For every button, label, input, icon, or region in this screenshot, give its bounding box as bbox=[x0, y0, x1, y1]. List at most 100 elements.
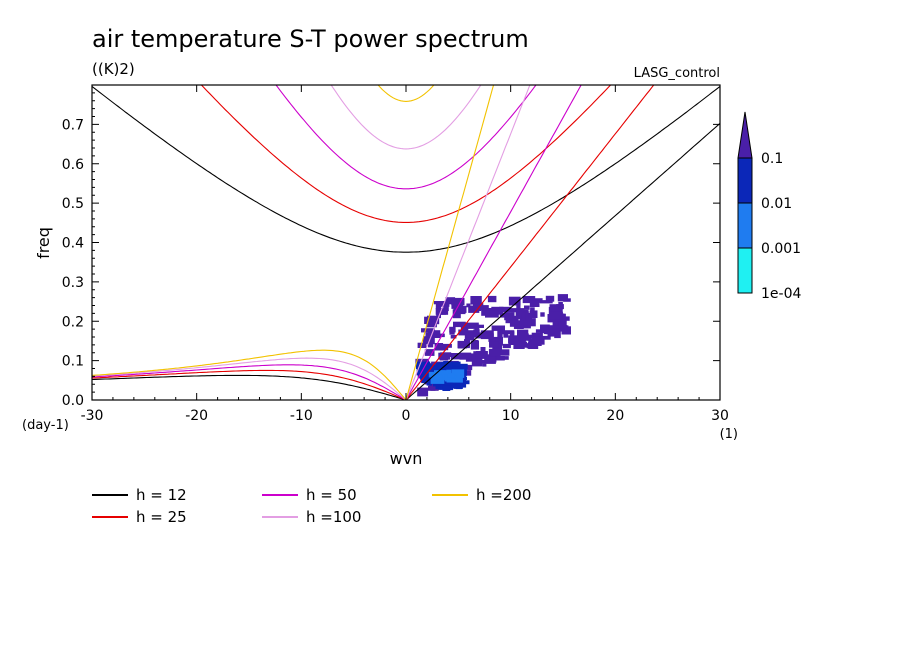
legend: h = 12 h = 25 h = 50 h =100 h =200 bbox=[92, 486, 531, 526]
power-patch-cell bbox=[425, 334, 439, 338]
power-patch-cell bbox=[424, 374, 435, 381]
colorbar-label: 1e-04 bbox=[761, 286, 801, 302]
power-patch-cell bbox=[489, 341, 499, 348]
x-tick-label: 30 bbox=[711, 408, 729, 424]
power-patch-cell bbox=[548, 325, 560, 329]
power-patch-cell bbox=[545, 329, 560, 335]
power-patch-cell bbox=[457, 340, 470, 349]
power-patch-cell bbox=[444, 374, 456, 382]
power-patch-cell bbox=[470, 340, 479, 350]
power-patch-cell bbox=[417, 342, 427, 348]
power-patch-cell bbox=[453, 321, 466, 328]
colorbar-label: 0.1 bbox=[761, 151, 783, 167]
power-patch-cell bbox=[440, 303, 450, 307]
power-patch-cell bbox=[519, 331, 528, 340]
power-patch-cell bbox=[491, 325, 505, 331]
power-patch-cell bbox=[450, 361, 461, 369]
power-patch-cell bbox=[452, 309, 461, 319]
colorbar-box bbox=[737, 247, 753, 294]
power-patch-cell bbox=[454, 380, 463, 389]
power-patch-cell bbox=[436, 312, 441, 319]
power-patch-cell bbox=[521, 312, 526, 321]
power-patch-cell bbox=[444, 383, 458, 389]
power-patch-cell bbox=[427, 315, 440, 325]
power-patch-cell bbox=[467, 364, 473, 371]
power-patch-cell bbox=[426, 380, 432, 386]
power-patch-cell bbox=[540, 312, 545, 317]
x-axis-label: wvn bbox=[390, 449, 423, 468]
y-tick-label: 0.3 bbox=[62, 275, 84, 291]
power-patch-cell bbox=[438, 352, 451, 360]
legend-label: h =200 bbox=[476, 486, 531, 504]
dispersion-curve bbox=[405, 122, 720, 400]
power-patch-cell bbox=[508, 296, 521, 306]
y-unit-label: (day-1) bbox=[22, 418, 69, 433]
power-patch-cell bbox=[485, 310, 499, 318]
dispersion-curve bbox=[92, 374, 407, 400]
power-patch-cell bbox=[540, 324, 550, 334]
power-patch-cell bbox=[511, 308, 525, 313]
power-patch-cell bbox=[434, 374, 443, 382]
dispersion-curve bbox=[92, 357, 407, 400]
power-patch-cell bbox=[448, 362, 453, 371]
power-patch-cell bbox=[416, 366, 431, 376]
power-patch-cell bbox=[553, 327, 567, 331]
power-patch-cell bbox=[513, 324, 524, 329]
power-patch-cell bbox=[451, 299, 457, 305]
power-patch-cell bbox=[463, 327, 469, 335]
power-patch-cell bbox=[470, 296, 482, 305]
power-patch-cell bbox=[557, 294, 568, 302]
x-tick-label: 20 bbox=[606, 408, 624, 424]
power-patch-cell bbox=[417, 387, 429, 397]
power-patch-cell bbox=[539, 335, 551, 340]
power-patch-cell bbox=[466, 303, 471, 308]
power-patch-cell bbox=[561, 326, 571, 335]
power-patch-cell bbox=[514, 317, 519, 326]
power-patch-cell bbox=[447, 373, 455, 378]
dispersion-curve bbox=[330, 85, 482, 150]
power-patch-cell bbox=[510, 331, 515, 337]
power-patch-cell bbox=[435, 302, 442, 310]
colorbar-box bbox=[737, 157, 753, 204]
power-patch-cell bbox=[437, 362, 448, 371]
power-patch-cell bbox=[530, 307, 535, 312]
power-patch-cell bbox=[496, 349, 510, 356]
power-patch-cell bbox=[457, 344, 468, 349]
power-patch-cell bbox=[426, 321, 437, 328]
dispersion-curve bbox=[405, 85, 582, 400]
dispersion-curve bbox=[405, 85, 531, 400]
power-patch-cell bbox=[473, 303, 484, 311]
y-tick-label: 0.0 bbox=[62, 393, 84, 409]
colorbar-triangle bbox=[737, 111, 753, 159]
power-patch-cell bbox=[434, 343, 444, 351]
power-patch-cell bbox=[555, 320, 567, 328]
power-patch-cell bbox=[473, 329, 480, 334]
power-patch-cell bbox=[456, 363, 468, 370]
power-patch-cell bbox=[548, 306, 563, 316]
power-patch-cell bbox=[558, 302, 563, 310]
x-tick-label: -20 bbox=[185, 408, 208, 424]
power-patch-cell bbox=[499, 306, 512, 313]
power-patch-cell bbox=[522, 296, 536, 304]
colorbar: 0.1 0.01 0.001 1e-04 bbox=[737, 111, 801, 302]
legend-label: h = 25 bbox=[136, 508, 187, 526]
power-patch-cell bbox=[513, 344, 525, 349]
power-patch-cell bbox=[549, 311, 563, 320]
chart-title: air temperature S-T power spectrum bbox=[92, 25, 529, 53]
power-patch-cell bbox=[433, 301, 448, 305]
x-tick-label: -30 bbox=[81, 408, 104, 424]
y-tick-label: 0.4 bbox=[62, 236, 84, 252]
power-patch-cell bbox=[545, 295, 555, 302]
power-patch-cell bbox=[441, 370, 449, 380]
power-patch-cell bbox=[488, 348, 501, 357]
power-patch-cell bbox=[475, 351, 488, 359]
power-patch-cell bbox=[440, 309, 447, 315]
power-patch-cell bbox=[451, 297, 465, 306]
x-tick-label: 0 bbox=[402, 408, 411, 424]
power-patch-cell bbox=[433, 333, 445, 338]
power-patch-cell bbox=[459, 352, 472, 360]
power-patches bbox=[415, 294, 571, 397]
colorbar-box bbox=[737, 202, 753, 249]
power-patch-cell bbox=[430, 372, 437, 377]
